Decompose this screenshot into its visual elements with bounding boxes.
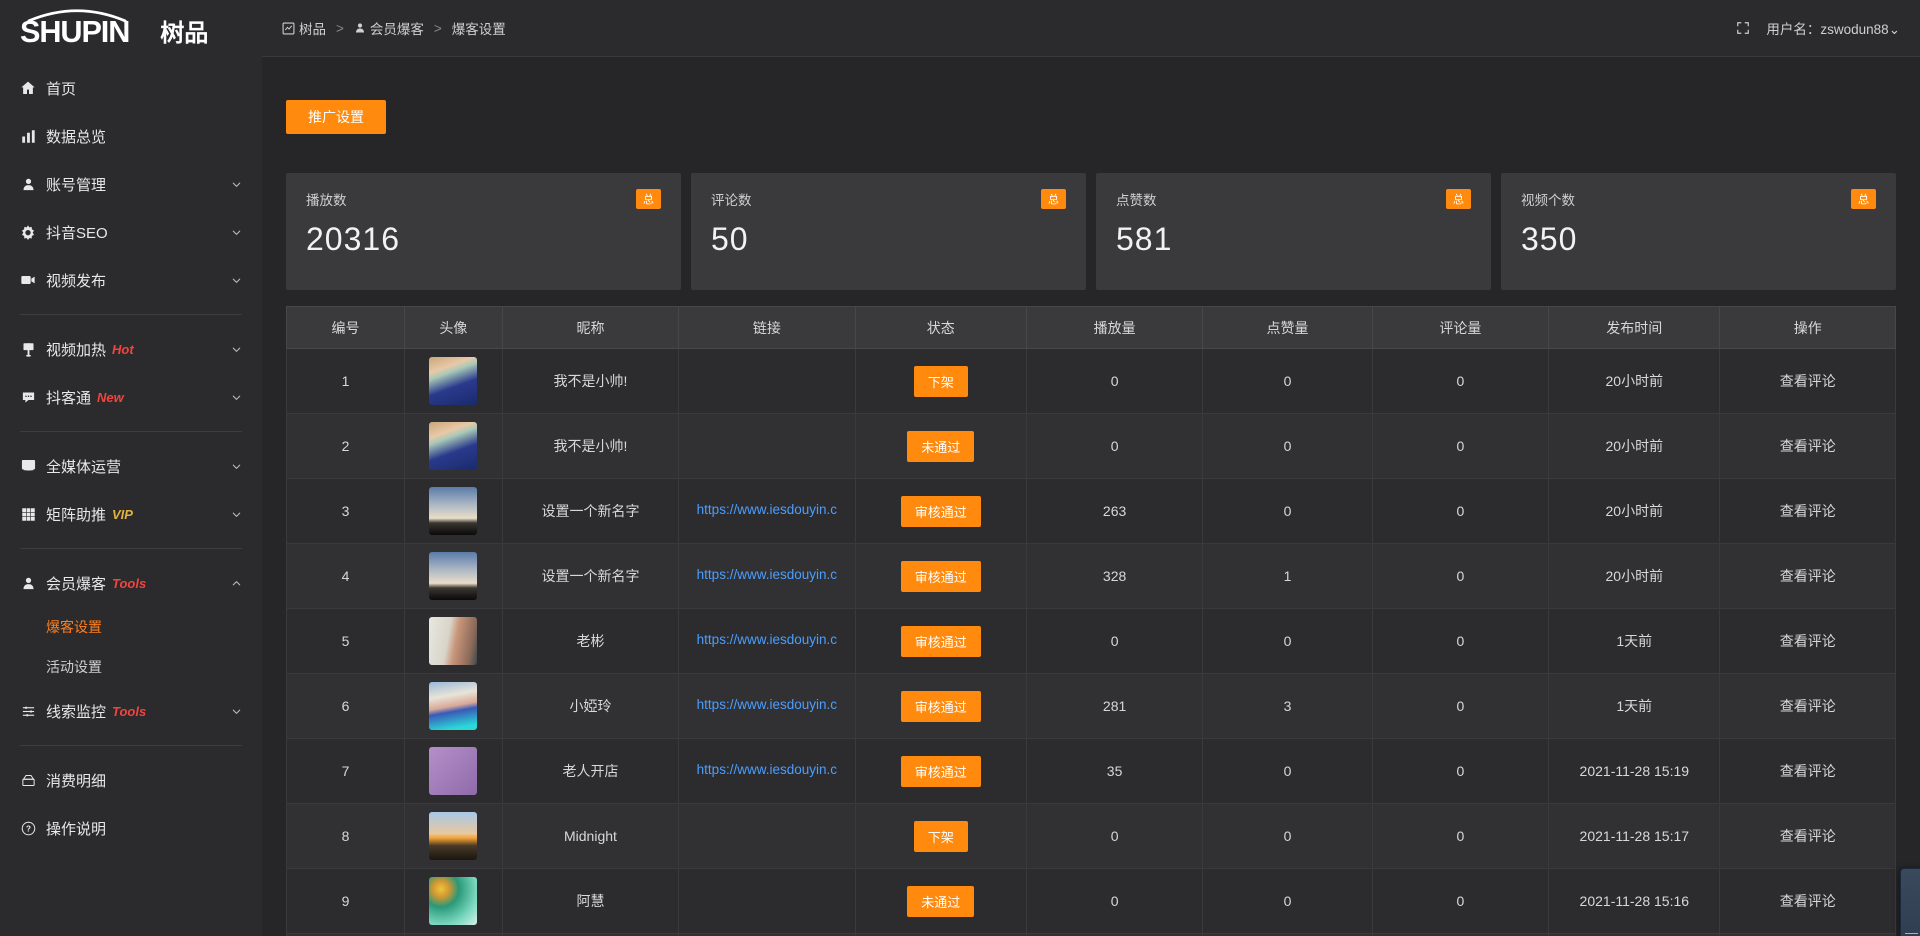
svg-text:树品: 树品 bbox=[160, 20, 208, 47]
svg-text:SHUPIN: SHUPIN bbox=[20, 15, 129, 49]
svg-text:?: ? bbox=[26, 824, 31, 833]
